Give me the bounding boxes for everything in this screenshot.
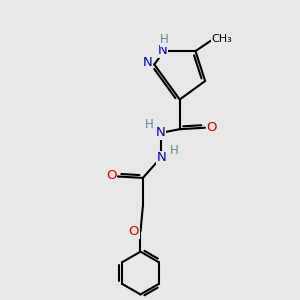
Text: N: N: [143, 56, 153, 70]
Text: H: H: [169, 144, 178, 157]
Text: CH₃: CH₃: [211, 34, 232, 44]
Text: O: O: [106, 169, 116, 182]
Text: O: O: [129, 225, 139, 238]
Text: H: H: [144, 118, 153, 131]
Text: N: N: [158, 44, 168, 57]
Text: O: O: [206, 121, 217, 134]
Text: N: N: [156, 151, 166, 164]
Text: H: H: [160, 33, 169, 46]
Text: N: N: [156, 126, 166, 139]
